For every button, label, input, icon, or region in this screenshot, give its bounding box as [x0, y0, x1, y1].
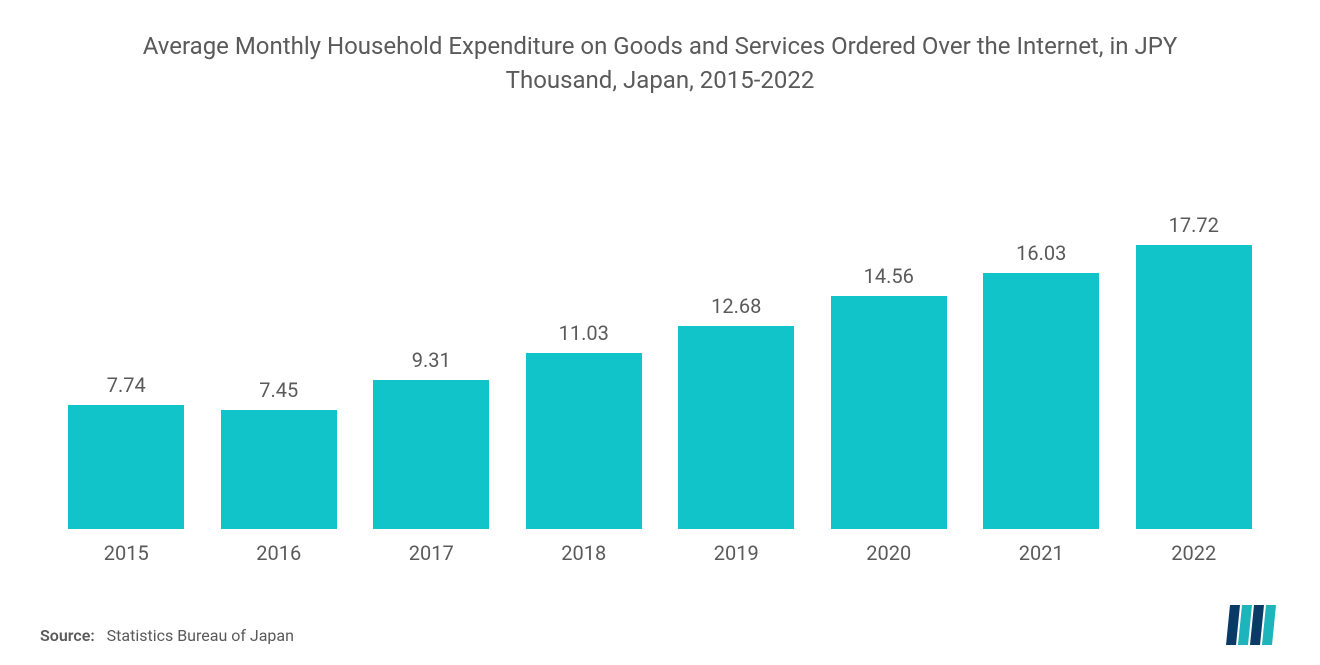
- chart-container: Average Monthly Household Expenditure on…: [0, 0, 1320, 665]
- bar-value-label: 9.31: [412, 348, 451, 372]
- bar-group: 16.03: [965, 127, 1118, 529]
- bar: [526, 353, 642, 529]
- x-axis-label: 2017: [355, 541, 508, 565]
- bar-value-label: 7.74: [107, 373, 146, 397]
- bar-group: 14.56: [813, 127, 966, 529]
- bar-value-label: 14.56: [864, 264, 914, 288]
- logo-stripe: [1250, 605, 1264, 645]
- x-axis-label: 2020: [813, 541, 966, 565]
- chart-title: Average Monthly Household Expenditure on…: [135, 30, 1185, 97]
- bar-value-label: 12.68: [711, 294, 761, 318]
- bar-value-label: 16.03: [1016, 241, 1066, 265]
- source-line: Source: Statistics Bureau of Japan: [40, 626, 294, 645]
- brand-logo-icon: [1224, 605, 1280, 645]
- chart-footer: Source: Statistics Bureau of Japan: [40, 565, 1280, 645]
- source-text: Statistics Bureau of Japan: [107, 626, 294, 645]
- logo-stripe: [1226, 605, 1240, 645]
- x-axis-label: 2018: [508, 541, 661, 565]
- bar-value-label: 17.72: [1169, 213, 1219, 237]
- bar-group: 7.45: [203, 127, 356, 529]
- bar-value-label: 11.03: [559, 321, 609, 345]
- x-axis-label: 2015: [50, 541, 203, 565]
- bar: [678, 326, 794, 529]
- bar-group: 11.03: [508, 127, 661, 529]
- bar-group: 12.68: [660, 127, 813, 529]
- bar: [983, 273, 1099, 529]
- bar: [1136, 245, 1252, 529]
- bar-group: 9.31: [355, 127, 508, 529]
- logo-stripe: [1262, 605, 1276, 645]
- bar-group: 17.72: [1118, 127, 1271, 529]
- bar: [221, 410, 337, 529]
- x-axis-label: 2016: [203, 541, 356, 565]
- logo-stripe: [1238, 605, 1252, 645]
- plot-area: 7.74 7.45 9.31 11.03 12.68 14.56 16.03 17.72: [40, 117, 1280, 529]
- bar: [68, 405, 184, 529]
- x-axis-label: 2019: [660, 541, 813, 565]
- source-label: Source:: [40, 626, 95, 645]
- bar: [831, 296, 947, 529]
- x-axis: 20152016201720182019202020212022: [40, 529, 1280, 565]
- bar: [373, 380, 489, 529]
- x-axis-label: 2022: [1118, 541, 1271, 565]
- bar-value-label: 7.45: [259, 378, 298, 402]
- x-axis-label: 2021: [965, 541, 1118, 565]
- bar-group: 7.74: [50, 127, 203, 529]
